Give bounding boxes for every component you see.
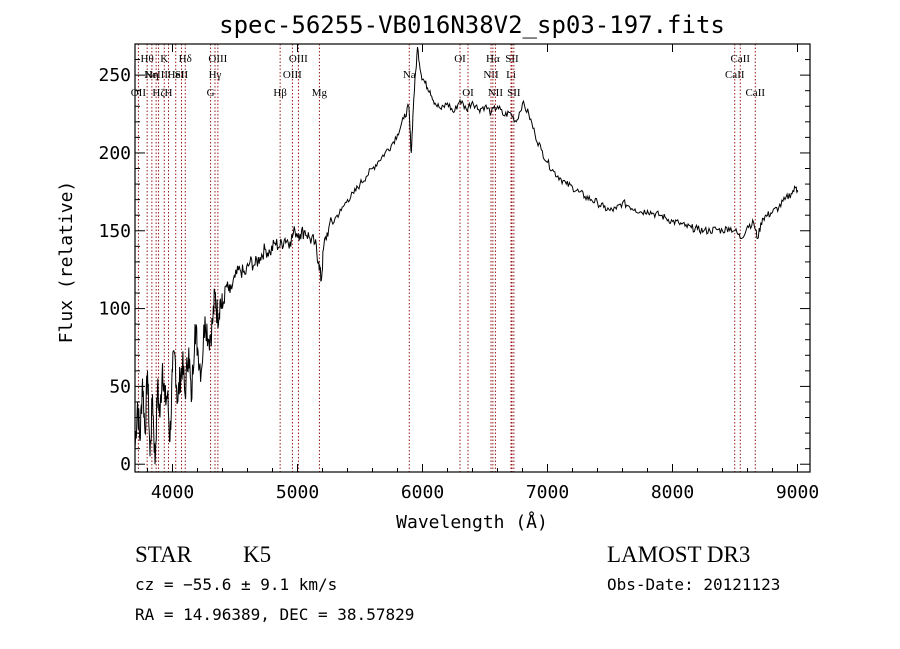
marker-label: Hδ bbox=[179, 53, 192, 65]
x-tick-label: 6000 bbox=[401, 482, 444, 503]
marker-label: HeI bbox=[168, 69, 185, 81]
line-markers: OIIHθHηNeIIIHζKHHeISIIHδGHγOIIIHβOIIIOII… bbox=[131, 44, 765, 472]
y-tick-label: 150 bbox=[98, 221, 131, 242]
y-tick-label: 200 bbox=[98, 143, 131, 164]
marker-label: K bbox=[160, 53, 168, 65]
marker-label: CaII bbox=[730, 53, 750, 65]
y-tick-label: 250 bbox=[98, 65, 131, 86]
coordinates: RA = 14.96389, DEC = 38.57829 bbox=[135, 605, 414, 624]
marker-label: Li bbox=[506, 69, 516, 81]
marker-label: OIII bbox=[283, 69, 302, 81]
x-axis-ticks: 4000 5000 6000 7000 8000 9000 bbox=[147, 44, 819, 503]
x-tick-label: 7000 bbox=[526, 482, 569, 503]
marker-label: SII bbox=[505, 53, 519, 65]
marker-label: OI bbox=[454, 53, 466, 65]
y-axis-label: Flux (relative) bbox=[56, 181, 77, 344]
x-tick-label: 8000 bbox=[651, 482, 694, 503]
marker-label: Na bbox=[403, 69, 416, 81]
object-subclass: K5 bbox=[243, 542, 271, 567]
marker-label: NeIII bbox=[144, 69, 168, 81]
observation-date: Obs-Date: 20121123 bbox=[607, 575, 780, 594]
y-tick-label: 100 bbox=[98, 299, 131, 320]
marker-label: OIII bbox=[289, 53, 308, 65]
marker-label: OIII bbox=[208, 53, 227, 65]
marker-label: Hα bbox=[486, 53, 500, 65]
chart-title: spec-56255-VB016N38V2_sp03-197.fits bbox=[219, 11, 725, 39]
plot-frame bbox=[134, 43, 811, 473]
x-tick-label: 4000 bbox=[151, 482, 194, 503]
x-axis-label: Wavelength (Å) bbox=[396, 511, 548, 533]
marker-label: Hζ bbox=[152, 87, 165, 99]
object-class: STAR bbox=[135, 542, 193, 567]
marker-label: Mg bbox=[312, 87, 328, 99]
y-tick-label: 0 bbox=[120, 454, 131, 475]
marker-label: OI bbox=[462, 87, 474, 99]
marker-label: CaII bbox=[725, 69, 745, 81]
marker-label: Hγ bbox=[209, 69, 222, 81]
x-tick-label: 5000 bbox=[276, 482, 319, 503]
x-tick-label: 9000 bbox=[776, 482, 819, 503]
marker-label: SII bbox=[507, 87, 521, 99]
marker-label: NII bbox=[488, 87, 504, 99]
y-axis-ticks: 0 50 100 150 200 250 bbox=[98, 59, 810, 475]
marker-label: G bbox=[207, 87, 215, 99]
marker-label: Hθ bbox=[141, 53, 154, 65]
marker-label: NII bbox=[483, 69, 499, 81]
marker-label: CaII bbox=[745, 87, 765, 99]
spectrum-line bbox=[134, 47, 798, 465]
marker-label: H bbox=[165, 87, 173, 99]
redshift-cz: cz = −55.6 ± 9.1 km/s bbox=[135, 575, 337, 594]
marker-label: Hβ bbox=[273, 87, 287, 99]
spectrum-series bbox=[134, 47, 798, 465]
survey-name: LAMOST DR3 bbox=[607, 542, 750, 567]
marker-label: SII bbox=[175, 69, 189, 81]
y-tick-label: 50 bbox=[109, 376, 131, 397]
marker-label: OII bbox=[131, 87, 147, 99]
marker-label: Hη bbox=[145, 69, 159, 81]
